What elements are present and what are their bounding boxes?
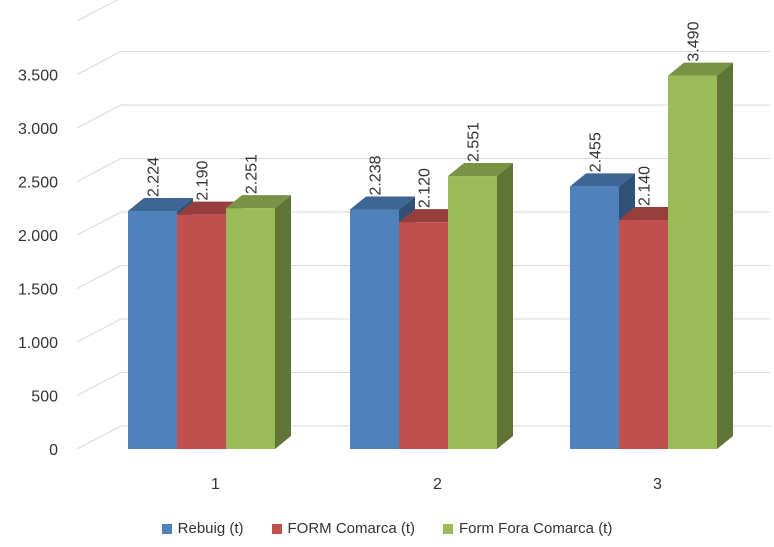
bar-front: [448, 176, 497, 449]
x-tick-label: 3: [653, 476, 662, 493]
legend-item-form-comarca: FORM Comarca (t): [271, 520, 416, 537]
gridline-depth: [76, 51, 122, 75]
legend-swatch-form-comarca: [271, 523, 282, 534]
bar-front: [619, 220, 668, 449]
bar-front: [226, 208, 275, 449]
data-label: 2.251: [244, 154, 261, 194]
data-labels: 2.224 2.190 2.251 2.238 2.120 2.551 2.455 2.140…: [146, 21, 703, 208]
bar: [668, 62, 733, 449]
bar-side: [497, 163, 513, 449]
gridline-depth: [76, 104, 122, 129]
y-tick-label: 3.000: [18, 121, 58, 138]
bar-top: [399, 209, 464, 223]
y-axis-ticks: 0 500 1.000 1.500 2.000 2.500 3.000 3.500: [18, 68, 58, 460]
y-tick-label: 1.000: [18, 335, 58, 352]
bar-side: [275, 195, 291, 449]
gridline-depth: [76, 0, 119, 22]
data-label: 2.140: [637, 166, 654, 206]
bar-top: [570, 173, 635, 187]
data-label: 2.120: [417, 168, 434, 208]
bar-front: [668, 75, 717, 449]
legend-item-form-fora-comarca: Form Fora Comarca (t): [443, 520, 612, 537]
bar-top: [128, 198, 193, 212]
bar-top: [350, 196, 415, 210]
legend-label-form-fora-comarca: Form Fora Comarca (t): [459, 520, 613, 537]
gridline-depth: [76, 372, 122, 396]
gridline-depth: [76, 265, 122, 289]
gridline-depth: [76, 158, 122, 182]
y-tick-label: 2.500: [18, 175, 58, 192]
y-tick-label: 3.500: [18, 68, 58, 85]
data-label: 2.551: [466, 122, 483, 162]
y-tick-label: 0: [49, 442, 58, 459]
bar: [226, 195, 291, 449]
legend-item-rebuig: Rebuig (t): [161, 520, 244, 537]
x-axis-ticks: 1 2 3: [211, 476, 662, 493]
legend-label-form-comarca: FORM Comarca (t): [287, 520, 416, 537]
bar-front: [350, 209, 399, 449]
gridline-depth: [76, 211, 122, 236]
bar-front: [177, 214, 226, 449]
bar-front: [570, 186, 619, 449]
x-tick-label: 1: [211, 476, 220, 493]
legend-swatch-rebuig: [161, 523, 172, 534]
data-label: 2.190: [195, 161, 212, 201]
gridline-depth: [76, 318, 122, 343]
x-tick-label: 2: [433, 476, 442, 493]
bar: [448, 163, 513, 449]
data-label: 2.455: [588, 132, 605, 172]
y-tick-label: 2.000: [18, 228, 58, 245]
gridline-depth: [76, 425, 122, 450]
legend-label-rebuig: Rebuig (t): [177, 520, 244, 537]
data-label: 3.490: [686, 21, 703, 61]
data-label: 2.238: [368, 155, 385, 195]
y-tick-label: 500: [31, 389, 58, 406]
bar-side: [717, 62, 733, 449]
bar-front: [128, 211, 177, 449]
data-label: 2.224: [146, 157, 163, 197]
bar-top: [668, 62, 733, 76]
y-tick-label: 1.500: [18, 282, 58, 299]
legend-swatch-form-fora-comarca: [443, 523, 453, 534]
bar-top: [177, 201, 242, 215]
bar-front: [399, 222, 448, 449]
bar-top: [226, 195, 291, 209]
bar-top: [448, 163, 513, 177]
legend: Rebuig (t) FORM Comarca (t) Form Fora Co…: [0, 520, 774, 537]
bars: [128, 62, 733, 449]
bar-top: [619, 207, 684, 221]
